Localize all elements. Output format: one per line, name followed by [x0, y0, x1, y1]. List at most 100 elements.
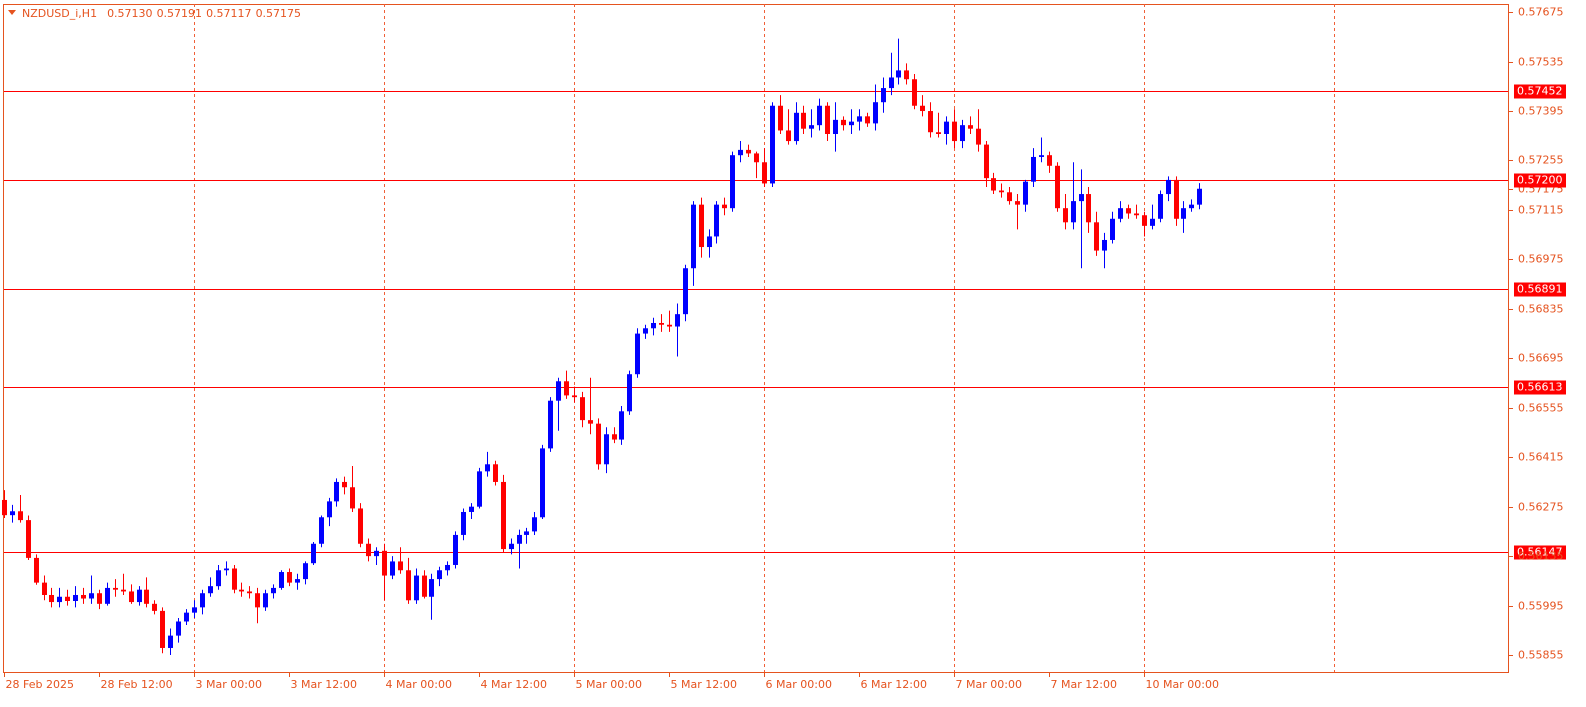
candle-body [453, 534, 458, 565]
candle-body [10, 511, 15, 516]
candle-body [105, 587, 110, 604]
level-label-box [1514, 282, 1566, 297]
candle-body [548, 400, 553, 449]
candle-body [1007, 192, 1012, 202]
axis-layer: 0.57675 0.57535 0.57395 0.57255 0.57115 0.569… [4, 6, 1564, 691]
candle-body [675, 314, 680, 327]
candle-body [2, 499, 7, 516]
y-tick-label: 0.57255 [1518, 154, 1564, 167]
candle-body [960, 125, 965, 142]
candle-body [81, 594, 86, 599]
candle-body [1063, 208, 1068, 223]
plot-frame [3, 4, 1509, 673]
candle-body [208, 586, 213, 594]
candle-body [976, 128, 981, 145]
candle-body [738, 149, 743, 156]
y-tick-label: 0.55995 [1518, 600, 1564, 613]
candle-body [176, 621, 181, 636]
x-tick-label: 5 Mar 12:00 [671, 678, 737, 691]
candle-body [350, 487, 355, 509]
candles-layer [2, 38, 1202, 656]
x-tick-label: 7 Mar 00:00 [956, 678, 1022, 691]
candle-body [65, 596, 70, 601]
candle-body [73, 594, 78, 601]
candle-body [1150, 218, 1155, 226]
quote-label: 0.57175 [256, 7, 302, 20]
candle-body [817, 105, 822, 126]
candle-body [1039, 155, 1044, 157]
candle-body [580, 397, 585, 421]
candle-body [714, 204, 719, 237]
candle-body [1197, 188, 1202, 205]
quote-label: 0.57117 [206, 7, 252, 20]
candle-body [659, 322, 664, 325]
quote-layer: 0.57130 0.57191 0.57117 0.57175 [107, 7, 301, 20]
candle-body [857, 116, 862, 122]
candle-body [1166, 179, 1171, 195]
candle-body [303, 563, 308, 580]
candle-body [722, 204, 727, 209]
candle-body [247, 591, 252, 594]
candle-body [794, 112, 799, 142]
x-tick-label: 3 Mar 12:00 [291, 678, 357, 691]
candle-body [358, 508, 363, 544]
candle-body [342, 481, 347, 488]
candle-body [532, 517, 537, 532]
candle-body [18, 511, 23, 521]
candle-body [382, 550, 387, 576]
level-label: 0.56147 [1517, 546, 1563, 559]
candle-body [683, 268, 688, 315]
quote-label: 0.57130 [107, 7, 153, 20]
level-label-box [1514, 173, 1566, 188]
candle-body [493, 464, 498, 482]
y-tick-label: 0.56695 [1518, 352, 1564, 365]
y-tick-label: 0.57115 [1518, 204, 1564, 217]
level-label-box [1514, 380, 1566, 395]
candle-body [184, 612, 189, 622]
candle-body [406, 570, 411, 601]
candle-body [612, 434, 617, 440]
y-tick-label: 0.57675 [1518, 6, 1564, 19]
candle-body [881, 88, 886, 103]
candle-body [517, 534, 522, 544]
x-tick-label: 28 Feb 2025 [6, 678, 74, 691]
candle-body [667, 324, 672, 327]
candle-body [643, 328, 648, 334]
y-tick-label: 0.56135 [1518, 550, 1564, 563]
candle-body [619, 411, 624, 440]
level-label: 0.57200 [1517, 174, 1563, 187]
candle-body [1142, 215, 1147, 226]
candle-body [778, 105, 783, 131]
candle-body [596, 423, 601, 465]
candle-body [786, 130, 791, 142]
candle-body [540, 448, 545, 518]
level-label-box [1514, 545, 1566, 560]
x-tick-label: 3 Mar 00:00 [196, 678, 262, 691]
candle-body [991, 178, 996, 191]
candle-body [477, 471, 482, 507]
candle-body [121, 589, 126, 592]
level-label: 0.56891 [1517, 283, 1563, 296]
candle-body [936, 132, 941, 134]
candle-body [699, 204, 704, 248]
symbol-menu-arrow[interactable] [8, 10, 16, 15]
candle-body [1126, 208, 1131, 214]
candle-body [26, 520, 31, 558]
candle-body [422, 575, 427, 597]
candle-body [152, 603, 157, 611]
x-tick-label: 6 Mar 12:00 [861, 678, 927, 691]
candle-body [873, 102, 878, 124]
candle-body [849, 121, 854, 126]
candle-body [216, 570, 221, 587]
candle-body [192, 607, 197, 613]
candle-body [374, 550, 379, 557]
candle-body [889, 77, 894, 89]
candle-body [398, 561, 403, 571]
candle-body [295, 579, 300, 583]
x-tick-label: 10 Mar 00:00 [1146, 678, 1219, 691]
x-tick-label: 6 Mar 00:00 [766, 678, 832, 691]
x-tick-label: 4 Mar 12:00 [481, 678, 547, 691]
candle-body [572, 395, 577, 398]
candle-body [279, 572, 284, 588]
candle-body [429, 579, 434, 597]
